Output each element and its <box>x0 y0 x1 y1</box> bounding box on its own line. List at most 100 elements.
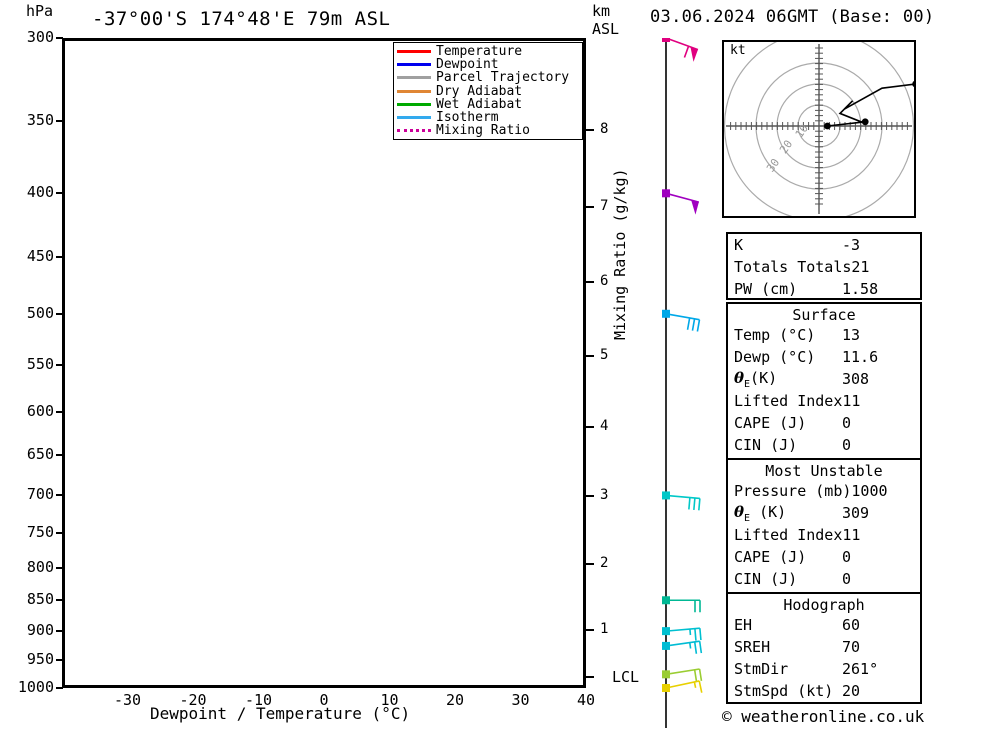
legend: Temperature Dewpoint Parcel Trajectory Dry … <box>393 42 583 140</box>
pressure-tick-1000: 1000 <box>17 678 54 696</box>
stat-value: 308 <box>842 370 870 388</box>
stat-key: CAPE (J) <box>734 548 807 566</box>
stat-key: Lifted Index <box>734 392 843 410</box>
stat-row: Totals Totals 21 <box>728 256 920 278</box>
pressure-tick-750: 750 <box>26 522 54 541</box>
height-tick-mark-5 <box>586 354 594 357</box>
height-tick-3: 3 <box>600 487 609 504</box>
height-tick-mark-2 <box>586 563 594 566</box>
stat-row: CAPE (J) 0 <box>728 546 920 568</box>
x-tick-0: 0 <box>319 691 329 709</box>
wind-barb-925 <box>662 640 703 654</box>
stat-row: CIN (J) 0 <box>728 434 920 456</box>
stat-value: 60 <box>842 616 861 634</box>
stat-value: 261° <box>842 660 879 678</box>
legend-label: Wet Adiabat <box>436 96 523 112</box>
legend-swatch-icon <box>397 102 431 106</box>
hodograph-unit-label: kt <box>730 43 746 58</box>
pressure-tick-350: 350 <box>26 111 54 130</box>
legend-label: Temperature <box>436 44 523 60</box>
pressure-tick-550: 550 <box>26 355 54 374</box>
height-tick-4: 4 <box>600 417 609 434</box>
x-tick-20: 20 <box>445 691 465 709</box>
stat-value: 13 <box>842 326 861 344</box>
height-tick-2: 2 <box>600 555 609 572</box>
stat-key: CIN (J) <box>734 570 798 588</box>
stat-key: θE(K) <box>734 368 778 390</box>
panel-hodograph-stats: Hodograph EH 60 SREH 70 StmDir 261° StmSpd (kt)… <box>726 592 922 704</box>
height-tick-7: 7 <box>600 198 609 215</box>
svg-text:20: 20 <box>777 138 795 156</box>
stat-row: PW (cm) 1.58 <box>728 278 920 300</box>
stat-key: Lifted Index <box>734 526 843 544</box>
stat-value: 11.6 <box>842 348 879 366</box>
pressure-tick-700: 700 <box>26 485 54 504</box>
legend-label: Mixing Ratio <box>436 123 530 139</box>
stat-value: 21 <box>851 258 870 276</box>
legend-swatch-icon <box>397 63 431 67</box>
panel-title: Hodograph <box>783 596 865 614</box>
x-tick-30: 30 <box>511 691 530 709</box>
pressure-tick-mark-950 <box>56 659 63 662</box>
pressure-tick-300: 300 <box>26 28 54 46</box>
pressure-tick-mark-550 <box>56 364 63 367</box>
stat-row: Lifted Index 11 <box>728 524 920 546</box>
pressure-tick-450: 450 <box>26 246 54 265</box>
legend-swatch-icon <box>397 76 431 80</box>
wind-barb-500 <box>662 309 701 332</box>
pressure-tick-mark-450 <box>56 255 63 258</box>
pressure-tick-400: 400 <box>26 183 54 202</box>
legend-item-parcel-trajectory: Parcel Trajectory <box>397 71 582 84</box>
stat-row: CIN (J) 0 <box>728 568 920 590</box>
stat-key: SREH <box>734 638 771 656</box>
pressure-tick-650: 650 <box>26 445 54 464</box>
panel-surface: Surface Temp (°C) 13 Dewp (°C) 11.6 θE(K) 308 L… <box>726 302 922 460</box>
stat-key: CIN (J) <box>734 436 798 454</box>
stat-key: PW (cm) <box>734 280 798 298</box>
stat-key: Totals Totals <box>734 258 852 276</box>
stat-row: StmSpd (kt) 20 <box>728 680 920 702</box>
stat-row: Pressure (mb) 1000 <box>728 480 920 502</box>
stat-value: -3 <box>842 236 861 254</box>
pressure-tick-mark-700 <box>56 494 63 497</box>
copyright-watermark: © weatheronline.co.uk <box>722 707 925 726</box>
stat-value: 309 <box>842 504 870 522</box>
stat-row: θE (K) 309 <box>728 502 920 524</box>
pressure-tick-mark-650 <box>56 454 63 457</box>
x-tick-40: 40 <box>576 691 596 709</box>
height-tick-6: 6 <box>600 273 609 290</box>
stat-value: 0 <box>842 436 852 454</box>
pressure-tick-mark-800 <box>56 566 63 569</box>
stat-value: 70 <box>842 638 861 656</box>
stat-key: StmDir <box>734 660 789 678</box>
x-tick--10: -10 <box>244 691 273 709</box>
stat-row: Temp (°C) 13 <box>728 324 920 346</box>
pressure-tick-mark-900 <box>56 630 63 633</box>
wind-barb-300 <box>662 38 699 62</box>
legend-label: Parcel Trajectory <box>436 70 570 86</box>
legend-item-isotherm: Isotherm <box>397 111 582 124</box>
stat-value: 1000 <box>851 482 888 500</box>
stat-row: K -3 <box>728 234 920 256</box>
svg-text:10: 10 <box>793 122 811 140</box>
wind-barb-400 <box>662 189 700 215</box>
legend-swatch-icon <box>397 129 431 133</box>
height-tick-8: 8 <box>600 121 609 138</box>
pressure-axis-unit: hPa <box>26 2 54 20</box>
pressure-tick-mark-600 <box>56 411 63 414</box>
stat-row: CAPE (J) 0 <box>728 412 920 434</box>
legend-item-dry-adiabat: Dry Adiabat <box>397 85 582 98</box>
height-tick-mark-4 <box>586 425 594 428</box>
height-tick-5: 5 <box>600 346 609 363</box>
stat-row: EH 60 <box>728 614 920 636</box>
height-tick-mark-1 <box>586 629 594 632</box>
height-tick-mark-3 <box>586 495 594 498</box>
pressure-tick-900: 900 <box>26 621 54 640</box>
height-tick-mark-8 <box>586 129 594 132</box>
legend-label: Isotherm <box>436 110 499 126</box>
skewt-plot-frame <box>62 38 586 688</box>
x-tick--20: -20 <box>179 691 207 709</box>
pressure-tick-mark-500 <box>56 312 63 315</box>
stat-key: StmSpd (kt) <box>734 682 834 700</box>
panel-most-unstable: Most Unstable Pressure (mb) 1000 θE (K) 309 L… <box>726 458 922 594</box>
